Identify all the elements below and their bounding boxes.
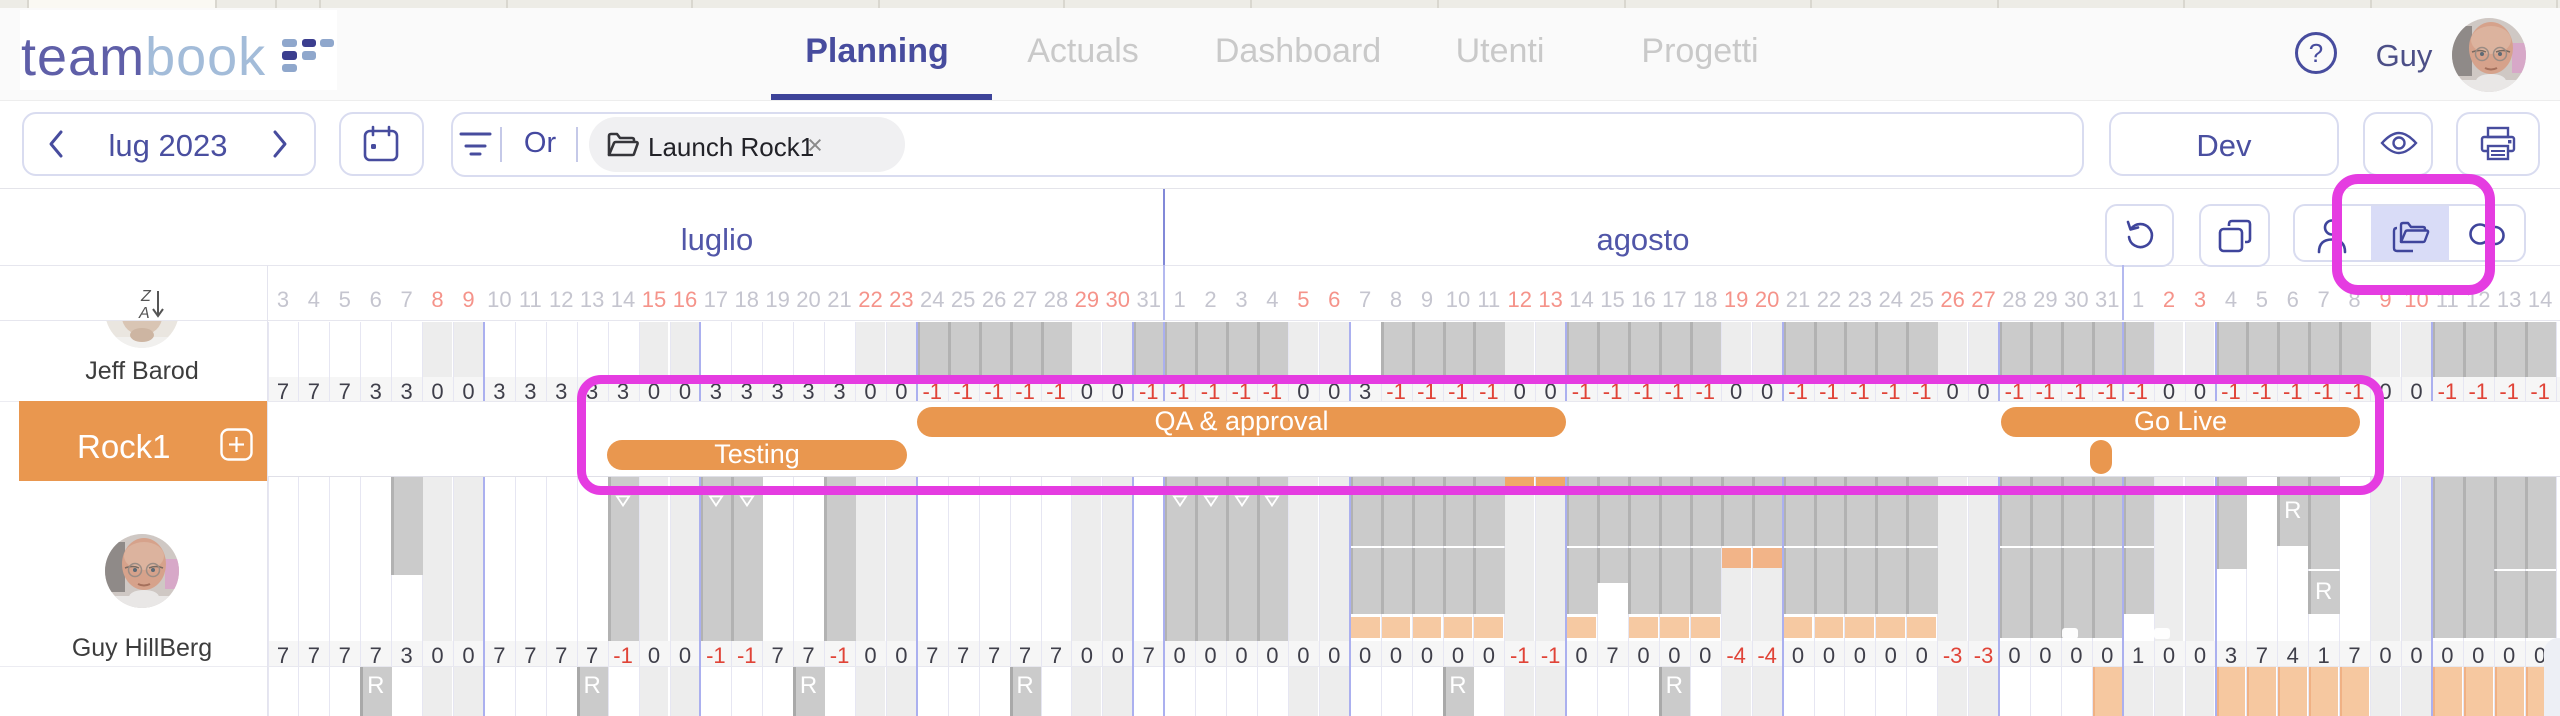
svg-text:Z: Z	[140, 288, 152, 305]
svg-text:A: A	[138, 305, 150, 321]
svg-text:?: ?	[2309, 38, 2323, 68]
